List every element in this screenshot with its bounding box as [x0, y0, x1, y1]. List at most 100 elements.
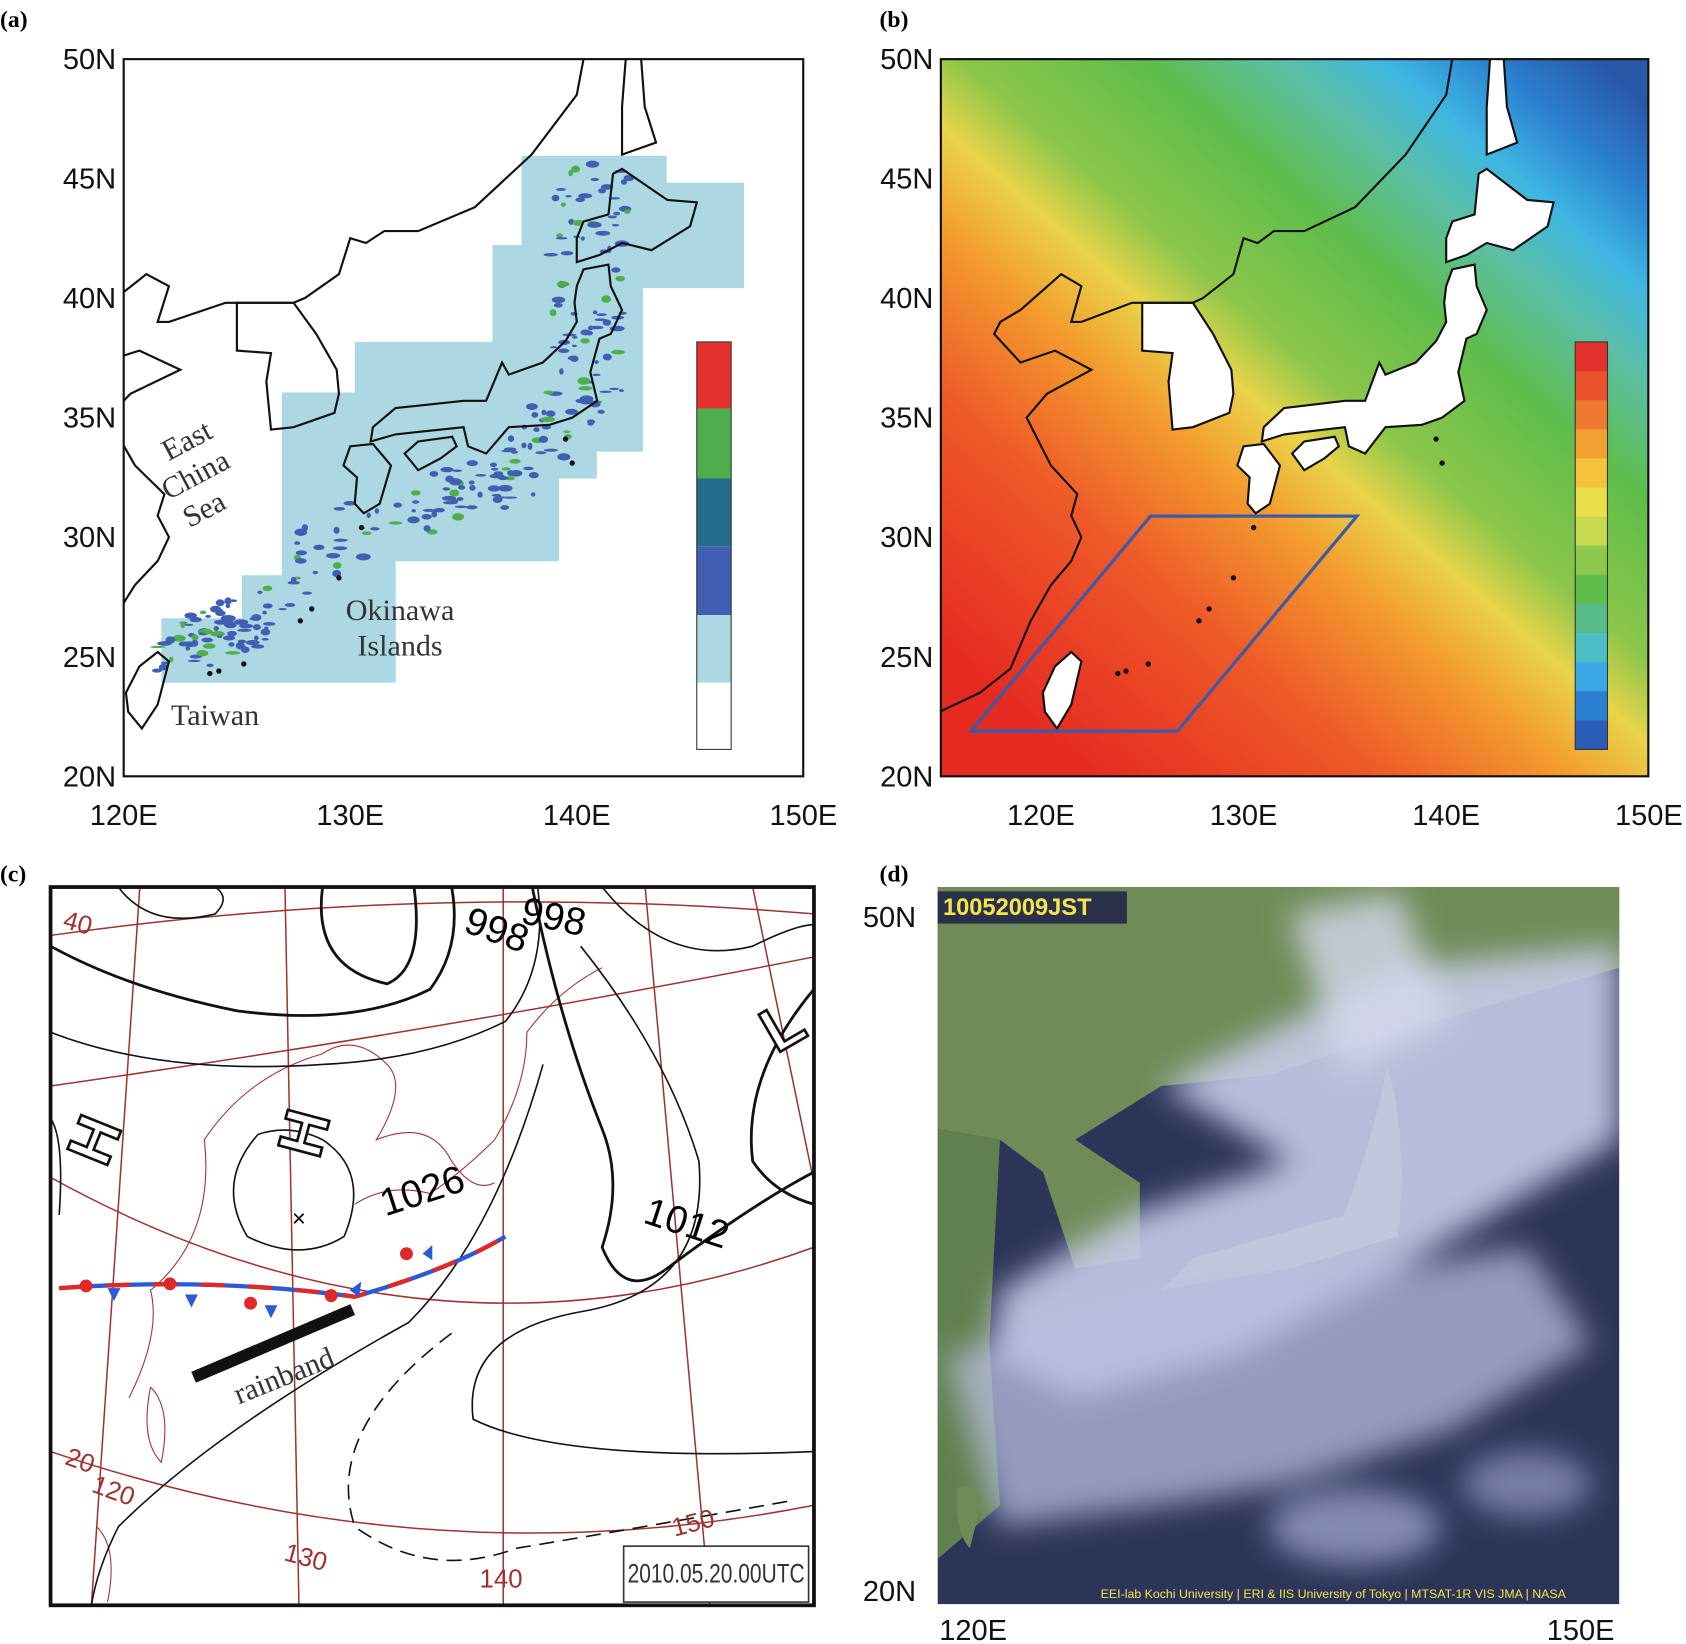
rain-cell: [497, 476, 509, 481]
coast-taiwan: [1041, 650, 1083, 731]
rain-cell: [191, 639, 199, 647]
rain-cell: [313, 544, 325, 551]
rain-cell: [312, 570, 319, 575]
rain-cell: [217, 635, 223, 639]
coast-sakhalin: [620, 59, 658, 157]
lat-label: 20N: [63, 761, 116, 793]
rain-cell: [553, 303, 563, 308]
rain-cell: [251, 614, 262, 622]
rain-cell: [233, 619, 249, 625]
rain-cell: [600, 184, 614, 190]
coast-mainland: [940, 59, 1454, 713]
rain-cell: [595, 230, 611, 236]
lat-label: 50N: [880, 44, 933, 76]
timestamp-box: [937, 891, 1127, 924]
coast-sakhalin: [1485, 59, 1519, 157]
rain-cell: [213, 619, 228, 625]
rain-cell: [501, 467, 511, 471]
rain-cell: [225, 651, 241, 655]
land: [956, 1486, 981, 1549]
lat-label: 40N: [880, 283, 933, 315]
lon-label: 120E: [1007, 800, 1075, 832]
rain-cell: [538, 435, 549, 444]
rain-cell: [557, 453, 571, 461]
rain-cell: [620, 179, 628, 185]
grid-line: [90, 886, 141, 1606]
rain-cell: [224, 621, 237, 629]
lat-label: 50N: [863, 902, 916, 934]
coast: [146, 1386, 166, 1464]
rain-cell: [294, 541, 301, 545]
cb-swatch: [1575, 458, 1608, 488]
isobar: [49, 886, 456, 1017]
rain-cell: [151, 668, 162, 673]
coast-hokkaido: [1445, 167, 1555, 264]
credit: EEI-lab Kochi University | ERI & IIS Uni…: [1101, 1587, 1567, 1601]
rain-cell: [262, 585, 273, 592]
rain-cell: [449, 489, 460, 497]
rain-cell: [487, 485, 501, 492]
lon-label: 130E: [1210, 800, 1278, 832]
rain-cell: [215, 599, 225, 607]
stationary-front: [59, 1234, 507, 1319]
lat-label: 50N: [63, 44, 116, 76]
rain-cell: [505, 476, 515, 481]
rain-cell: [213, 626, 219, 632]
rain-cell: [295, 550, 308, 556]
coast-shikoku: [403, 435, 459, 472]
rain-cell: [150, 645, 166, 649]
cloud-band: [1290, 892, 1452, 1076]
rain-cell: [556, 233, 563, 238]
rain-cell: [489, 462, 497, 468]
rain-cell: [531, 492, 536, 497]
coast-korea: [235, 301, 341, 431]
rain-cell: [326, 553, 341, 559]
cb-swatch: [1575, 516, 1608, 547]
rain-cell: [468, 480, 475, 485]
rain-cell: [393, 502, 402, 508]
rain-cell: [613, 211, 621, 216]
lat-label: 40N: [63, 283, 116, 315]
rain-cell: [601, 295, 612, 303]
coast: [354, 967, 603, 1205]
cb-swatch: [696, 615, 732, 683]
rain-cell: [602, 353, 612, 361]
rain-cell: [571, 335, 578, 339]
rain-cell: [594, 318, 607, 322]
rain-cell: [210, 605, 221, 613]
rain-cell: [180, 621, 186, 629]
lat-label: 35N: [880, 403, 933, 435]
cb-swatch: [1575, 603, 1608, 634]
island: [1123, 668, 1129, 674]
rain-cell: [237, 628, 252, 632]
rain-cell: [366, 512, 371, 519]
rain-cell: [178, 641, 189, 647]
rain-cell: [502, 496, 517, 499]
rain-cell: [466, 505, 478, 510]
island: [1433, 436, 1439, 442]
coast-shikoku: [1290, 435, 1341, 472]
rain-cell: [202, 643, 216, 649]
rain-cell: [191, 634, 199, 641]
isobars: [49, 886, 816, 1606]
cloud-band: [946, 1247, 1592, 1527]
rain-cell: [527, 442, 533, 450]
rain-cell: [597, 409, 605, 414]
rain-cell: [615, 275, 626, 282]
frame: [48, 885, 816, 1608]
rain-speckles: [150, 160, 635, 673]
front-symbol: [400, 1247, 413, 1261]
rain-cell: [294, 576, 301, 580]
island: [207, 670, 213, 677]
rain-cell: [333, 506, 346, 511]
grid-line: [284, 887, 300, 1606]
cloud-cell: [1268, 1489, 1441, 1565]
rain-cell: [608, 387, 620, 391]
front-symbol: [349, 1281, 362, 1297]
rain-cell: [541, 409, 547, 416]
annotation: Islands: [357, 628, 442, 662]
lon-label: 150E: [1547, 1615, 1615, 1644]
island: [1230, 575, 1237, 581]
island: [1439, 460, 1445, 466]
